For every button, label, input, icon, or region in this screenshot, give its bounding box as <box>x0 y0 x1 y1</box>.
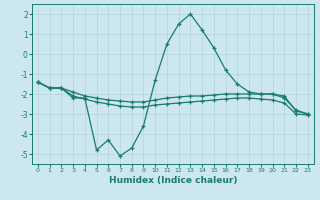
X-axis label: Humidex (Indice chaleur): Humidex (Indice chaleur) <box>108 176 237 185</box>
